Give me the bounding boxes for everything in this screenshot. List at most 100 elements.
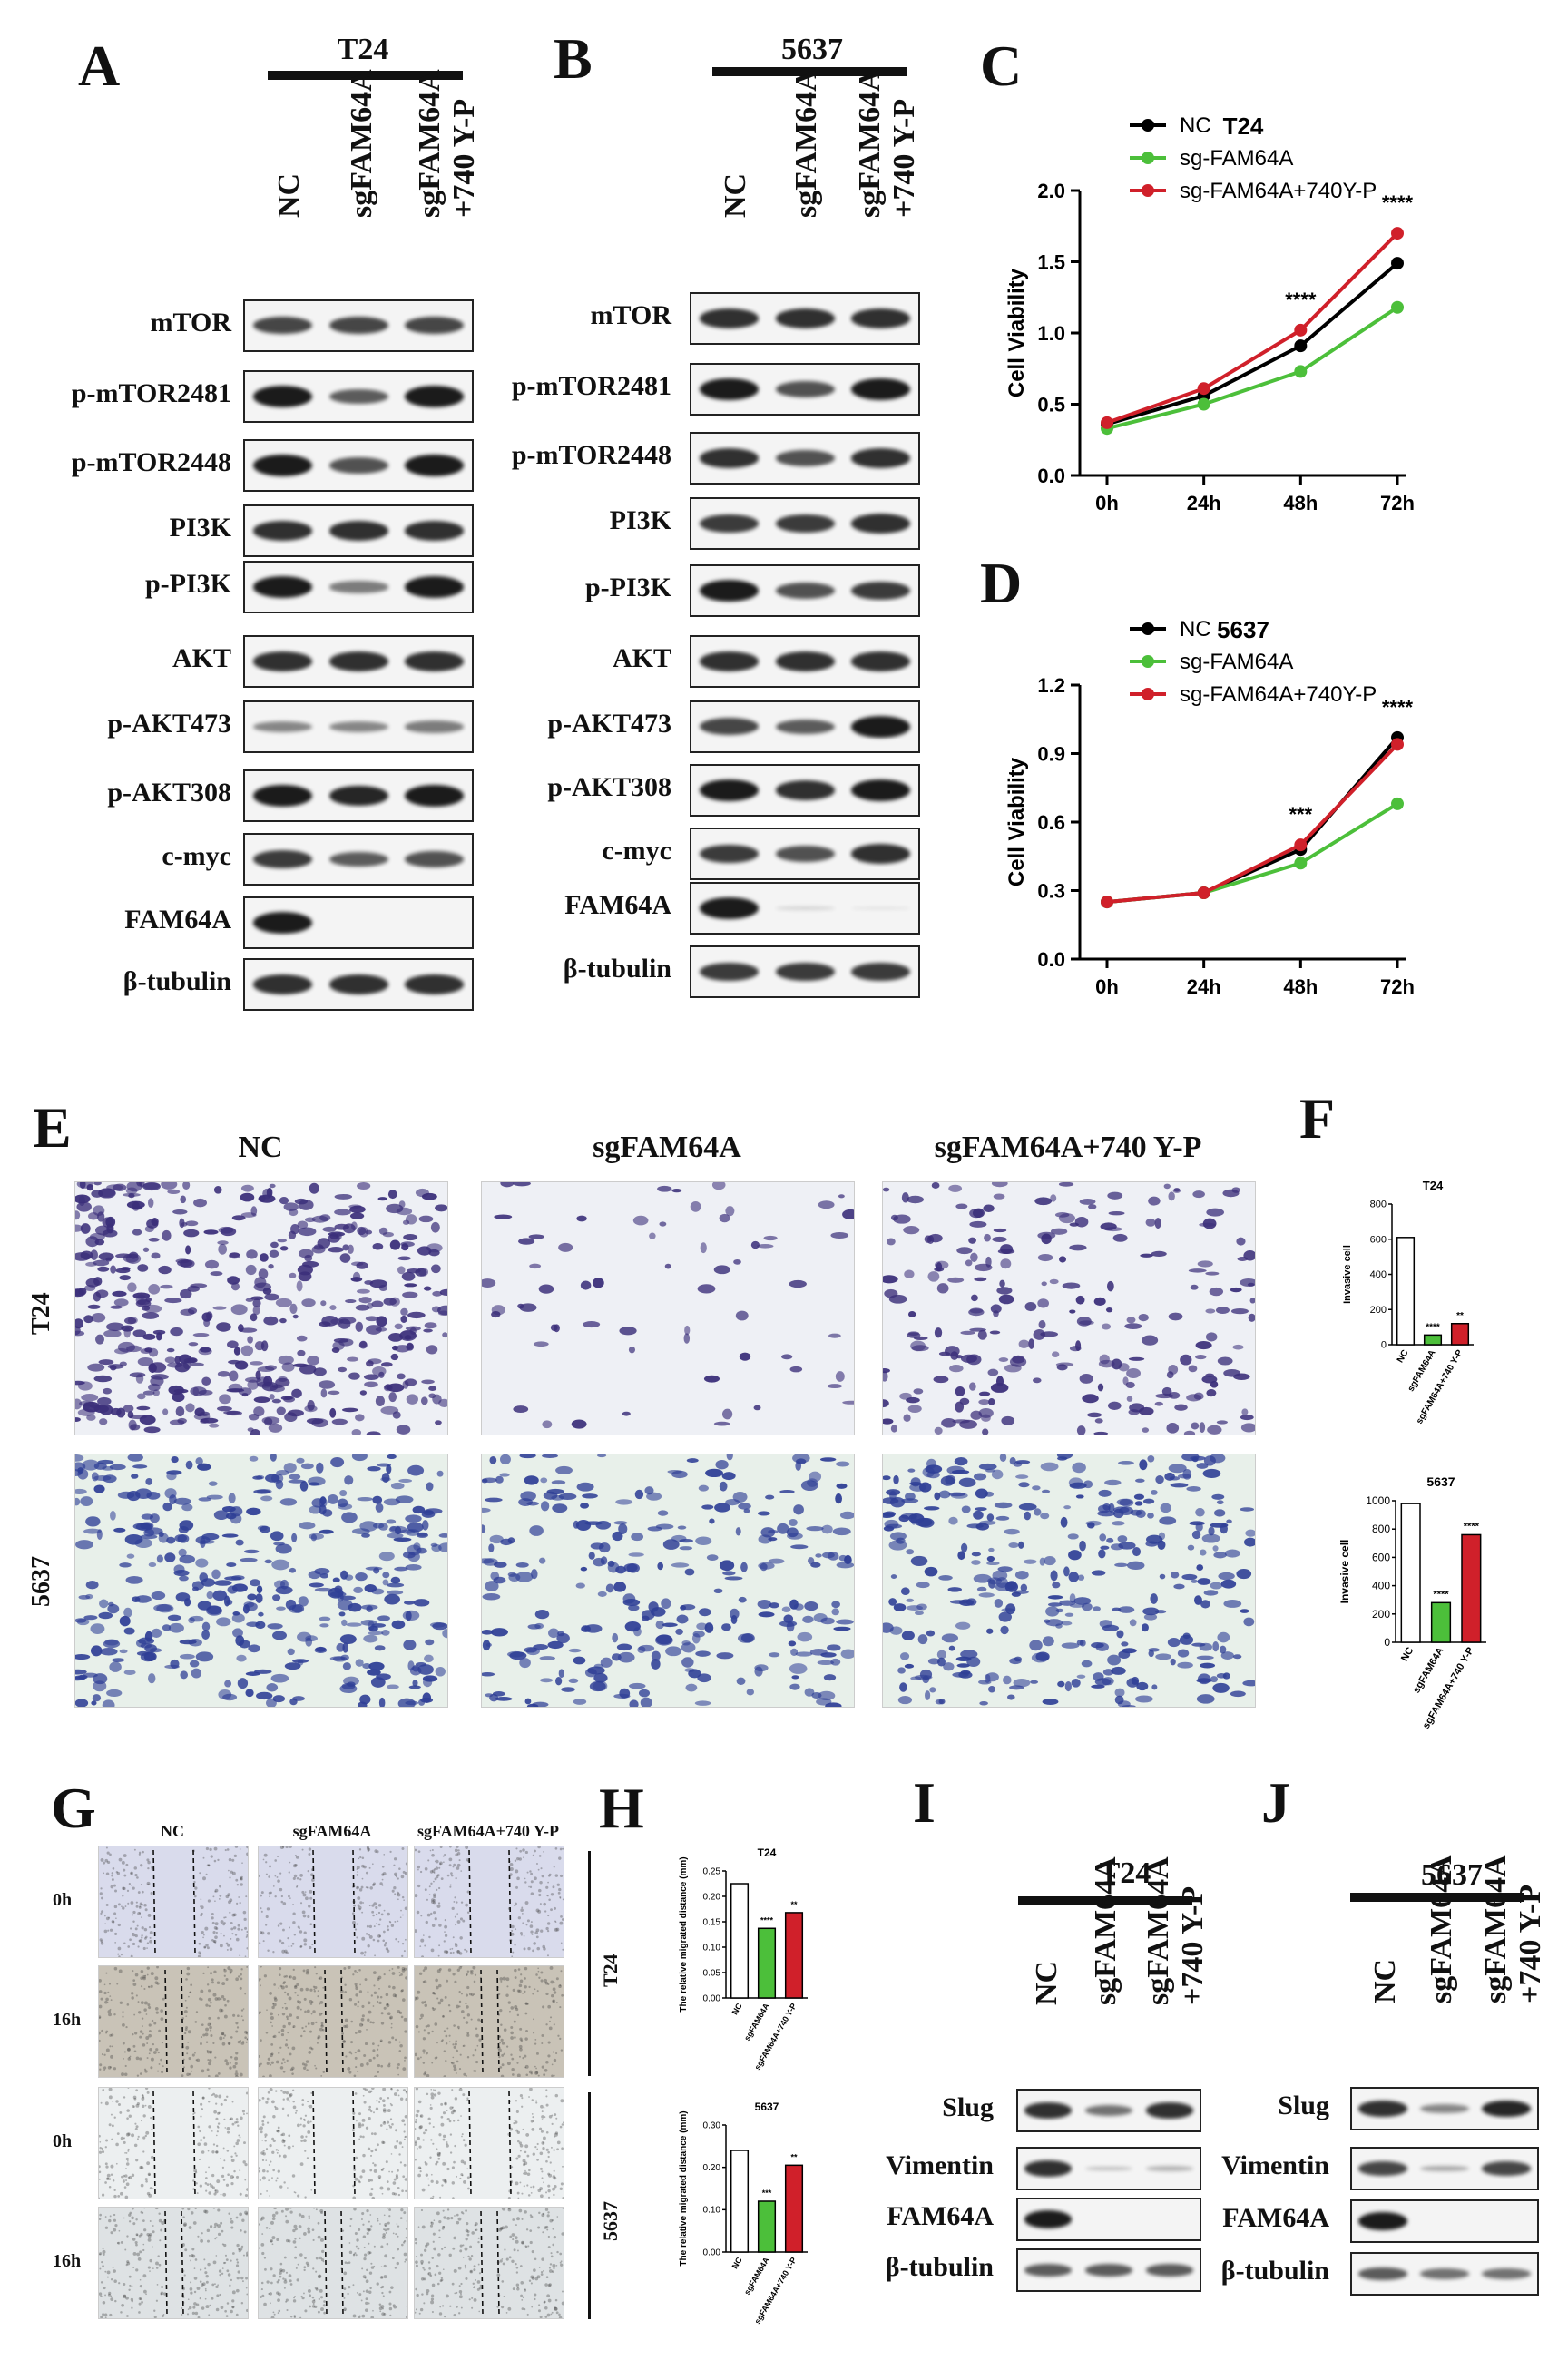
stained-cell — [231, 1613, 245, 1623]
cell-speck — [191, 2211, 194, 2215]
cell-speck — [110, 2297, 114, 2302]
c-ytick-label: 0.5 — [1037, 394, 1065, 416]
cell-speck — [235, 2258, 239, 2261]
cell-speck — [452, 1973, 456, 1976]
cell-speck — [539, 1903, 542, 1905]
cell-speck — [210, 2184, 213, 2188]
cell-speck — [137, 2257, 142, 2261]
stained-cell — [999, 1454, 1007, 1462]
stained-cell — [110, 1265, 116, 1274]
cell-speck — [235, 2154, 238, 2157]
cell-speck — [553, 2176, 557, 2180]
cell-speck — [378, 2101, 381, 2103]
stained-cell — [164, 1664, 180, 1670]
cell-speck — [135, 2159, 139, 2162]
cell-speck — [212, 1993, 217, 1997]
cell-speck — [199, 2297, 201, 2300]
cell-speck — [270, 2160, 272, 2163]
cell-speck — [262, 2152, 266, 2156]
stained-cell — [386, 1203, 404, 1214]
cell-speck — [260, 1931, 265, 1935]
cell-speck — [99, 2068, 102, 2071]
stained-cell — [408, 1685, 421, 1689]
cell-speck — [399, 2011, 403, 2014]
cell-speck — [139, 2165, 143, 2169]
cell-speck — [223, 2034, 227, 2037]
stained-cell — [289, 1567, 297, 1573]
cell-speck — [387, 1912, 390, 1916]
cell-speck — [523, 1934, 525, 1937]
cell-speck — [132, 2222, 136, 2226]
cell-speck — [430, 2095, 435, 2100]
stained-cell — [1201, 1533, 1220, 1543]
cell-speck — [397, 2169, 399, 2172]
cell-speck — [344, 2261, 348, 2264]
cell-speck — [264, 2140, 267, 2142]
stained-cell — [485, 1497, 503, 1503]
stained-cell — [575, 1582, 585, 1589]
cell-speck — [274, 2107, 279, 2110]
cell-speck — [304, 1891, 307, 1893]
cell-speck — [135, 1905, 139, 1908]
stained-cell — [1142, 1498, 1155, 1504]
stained-cell — [127, 1454, 143, 1462]
cell-speck — [499, 2008, 503, 2013]
cell-speck — [186, 2052, 189, 2055]
cell-speck — [270, 2240, 273, 2243]
cell-speck — [134, 2122, 137, 2125]
stained-cell — [1098, 1489, 1112, 1497]
stained-cell — [92, 1694, 102, 1702]
cell-speck — [132, 1932, 134, 1935]
stained-cell — [405, 1514, 422, 1523]
cell-speck — [422, 2062, 426, 2064]
cell-speck — [265, 1861, 268, 1864]
stained-cell — [394, 1323, 403, 1330]
stained-cell — [811, 1692, 822, 1699]
cell-speck — [543, 1902, 546, 1906]
cell-speck — [360, 1951, 364, 1955]
cell-speck — [460, 1870, 463, 1872]
cell-speck — [100, 1912, 103, 1915]
cell-speck — [540, 1979, 544, 1983]
cell-speck — [205, 2027, 209, 2032]
cell-speck — [229, 2284, 231, 2287]
cell-speck — [105, 2139, 109, 2142]
cell-speck — [259, 2179, 261, 2181]
stained-cell — [319, 1496, 327, 1505]
stained-cell — [540, 1501, 550, 1512]
cell-speck — [279, 2268, 283, 2272]
cell-speck — [142, 2243, 145, 2246]
cell-speck — [362, 2153, 366, 2158]
stained-cell — [507, 1572, 517, 1577]
cell-speck — [366, 2029, 368, 2031]
stained-cell — [174, 1356, 181, 1365]
cell-speck — [138, 1905, 142, 1909]
panel-label-e: E — [33, 1095, 72, 1160]
cell-speck — [318, 2274, 322, 2278]
cell-speck — [280, 2032, 285, 2037]
cell-speck — [393, 2092, 397, 2097]
a-band-pi3k-3 — [404, 521, 464, 541]
stained-cell — [548, 1628, 560, 1639]
cell-speck — [285, 2300, 288, 2303]
cell-speck — [186, 2072, 190, 2077]
cell-speck — [369, 2154, 373, 2157]
cell-speck — [132, 2238, 136, 2241]
cell-speck — [540, 1929, 544, 1933]
cell-speck — [157, 2255, 160, 2257]
cell-speck — [146, 1947, 148, 1949]
cell-speck — [518, 1983, 523, 1988]
cell-speck — [400, 1989, 403, 1993]
stained-cell — [172, 1392, 185, 1403]
cell-speck — [226, 2127, 230, 2130]
stained-cell — [740, 1562, 748, 1572]
stained-cell — [268, 1263, 274, 1269]
stained-cell — [777, 1523, 789, 1534]
stained-cell — [737, 1633, 754, 1643]
cell-speck — [377, 2071, 379, 2074]
stained-cell — [916, 1582, 930, 1589]
cell-speck — [122, 2096, 126, 2099]
stained-cell — [364, 1381, 378, 1388]
d-legend-label: sg-FAM64A+740Y-P — [1180, 682, 1377, 707]
stained-cell — [960, 1354, 977, 1363]
